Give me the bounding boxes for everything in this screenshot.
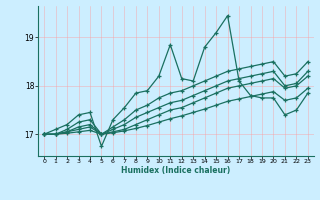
- X-axis label: Humidex (Indice chaleur): Humidex (Indice chaleur): [121, 166, 231, 175]
